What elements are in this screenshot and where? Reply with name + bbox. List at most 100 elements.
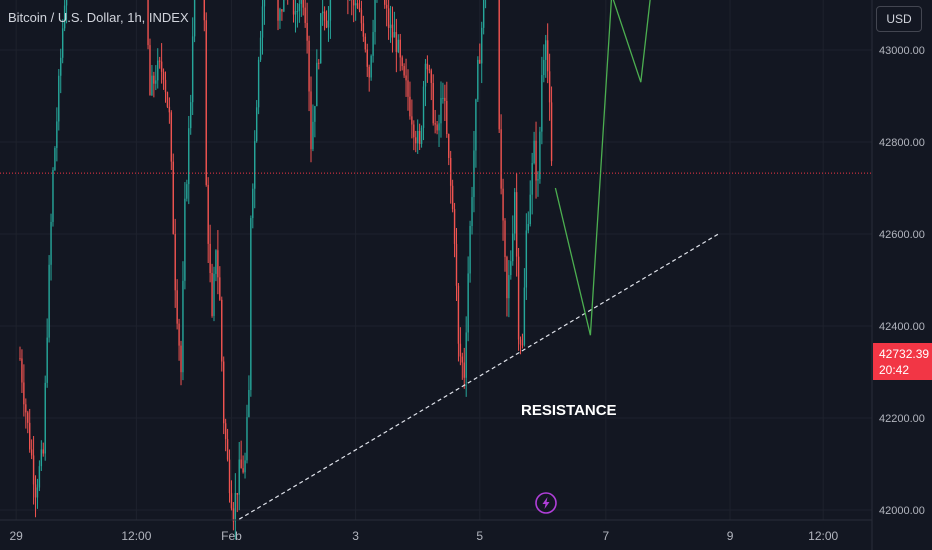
candle-body xyxy=(180,345,182,373)
candle-body xyxy=(455,243,458,286)
currency-button[interactable]: USD xyxy=(876,6,922,32)
candle-body xyxy=(40,449,43,467)
candle-body xyxy=(384,0,386,5)
y-tick-label: 42400.00 xyxy=(879,321,925,333)
candle-body xyxy=(277,0,279,21)
x-tick-label: 29 xyxy=(9,529,23,543)
candle-body xyxy=(481,27,483,64)
candle-body xyxy=(448,134,450,158)
candle-body xyxy=(506,257,508,299)
candle-body xyxy=(440,97,442,124)
candle-body xyxy=(397,39,399,52)
candle-body xyxy=(407,80,409,97)
candle-body xyxy=(535,140,537,181)
candle-body xyxy=(308,40,310,92)
last-price-tag: 42732.39 20:42 xyxy=(873,343,932,380)
candle-body xyxy=(451,185,454,210)
candle-body xyxy=(469,226,471,274)
candle-body xyxy=(34,484,37,498)
candle-body xyxy=(151,75,153,96)
candle-body xyxy=(504,220,506,258)
candle-body xyxy=(430,70,432,83)
candle-body xyxy=(283,0,285,12)
candle-body xyxy=(170,112,173,162)
projection-path xyxy=(554,0,651,336)
candle-body xyxy=(42,449,44,454)
candlesticks xyxy=(19,0,553,540)
candle-body xyxy=(209,243,211,273)
candle-body xyxy=(203,0,205,21)
candle-body xyxy=(193,0,196,37)
candle-body xyxy=(232,508,235,522)
candle-body xyxy=(186,184,188,199)
candle-body xyxy=(302,0,304,8)
candle-body xyxy=(157,60,159,81)
candle-body xyxy=(234,493,237,522)
grid-lines xyxy=(0,0,872,520)
candle-body xyxy=(539,131,541,180)
candle-body xyxy=(500,129,502,189)
candle-body xyxy=(261,6,264,38)
candle-body xyxy=(444,97,446,101)
candle-body xyxy=(354,3,357,6)
candle-body xyxy=(29,422,31,450)
candle-body xyxy=(21,358,23,383)
candle-body xyxy=(25,404,27,413)
candle-body xyxy=(424,63,427,87)
candle-body xyxy=(475,99,477,151)
candle-body xyxy=(160,61,163,72)
candle-body xyxy=(517,256,520,340)
candle-body xyxy=(226,439,229,460)
candle-body xyxy=(525,230,528,288)
candle-body xyxy=(54,147,56,170)
candle-body xyxy=(252,188,254,219)
candle-body xyxy=(153,75,155,84)
candle-body xyxy=(176,290,178,324)
candle-body xyxy=(449,157,452,186)
candle-body xyxy=(254,141,256,189)
candle-body xyxy=(215,250,217,274)
candle-body xyxy=(385,4,388,9)
candle-body xyxy=(182,280,184,373)
candle-body xyxy=(312,121,314,150)
candle-body xyxy=(257,59,260,108)
candle-body xyxy=(56,121,58,148)
candle-body xyxy=(23,382,25,405)
candle-body xyxy=(366,49,368,67)
candle-body xyxy=(321,11,324,14)
candle-body xyxy=(457,285,460,344)
candle-body xyxy=(533,140,535,164)
candle-body xyxy=(46,337,48,383)
candle-body xyxy=(248,389,250,418)
candle-body xyxy=(50,221,52,265)
candle-body xyxy=(314,106,316,122)
candle-body xyxy=(523,287,526,345)
y-tick-label: 42200.00 xyxy=(879,413,925,425)
drawings xyxy=(0,0,872,520)
candle-body xyxy=(399,39,401,58)
candle-body xyxy=(242,468,244,473)
candle-body xyxy=(537,179,539,181)
candle-body xyxy=(296,10,299,12)
candle-body xyxy=(477,59,479,100)
candle-body xyxy=(512,233,514,262)
candle-body xyxy=(205,20,207,185)
last-price-value: 42732.39 xyxy=(879,347,930,361)
candle-body xyxy=(370,55,372,78)
candle-body xyxy=(426,63,429,70)
candle-body xyxy=(30,449,33,456)
lightning-icon[interactable] xyxy=(535,492,557,514)
candle-body xyxy=(259,37,262,60)
candle-body xyxy=(190,102,192,129)
candle-body xyxy=(360,9,363,24)
candle-body xyxy=(327,20,330,28)
candle-body xyxy=(413,124,415,138)
candle-body xyxy=(403,66,405,76)
candle-body xyxy=(409,96,411,117)
candle-body xyxy=(316,62,318,107)
candle-body xyxy=(323,11,326,21)
candle-body xyxy=(434,123,436,125)
